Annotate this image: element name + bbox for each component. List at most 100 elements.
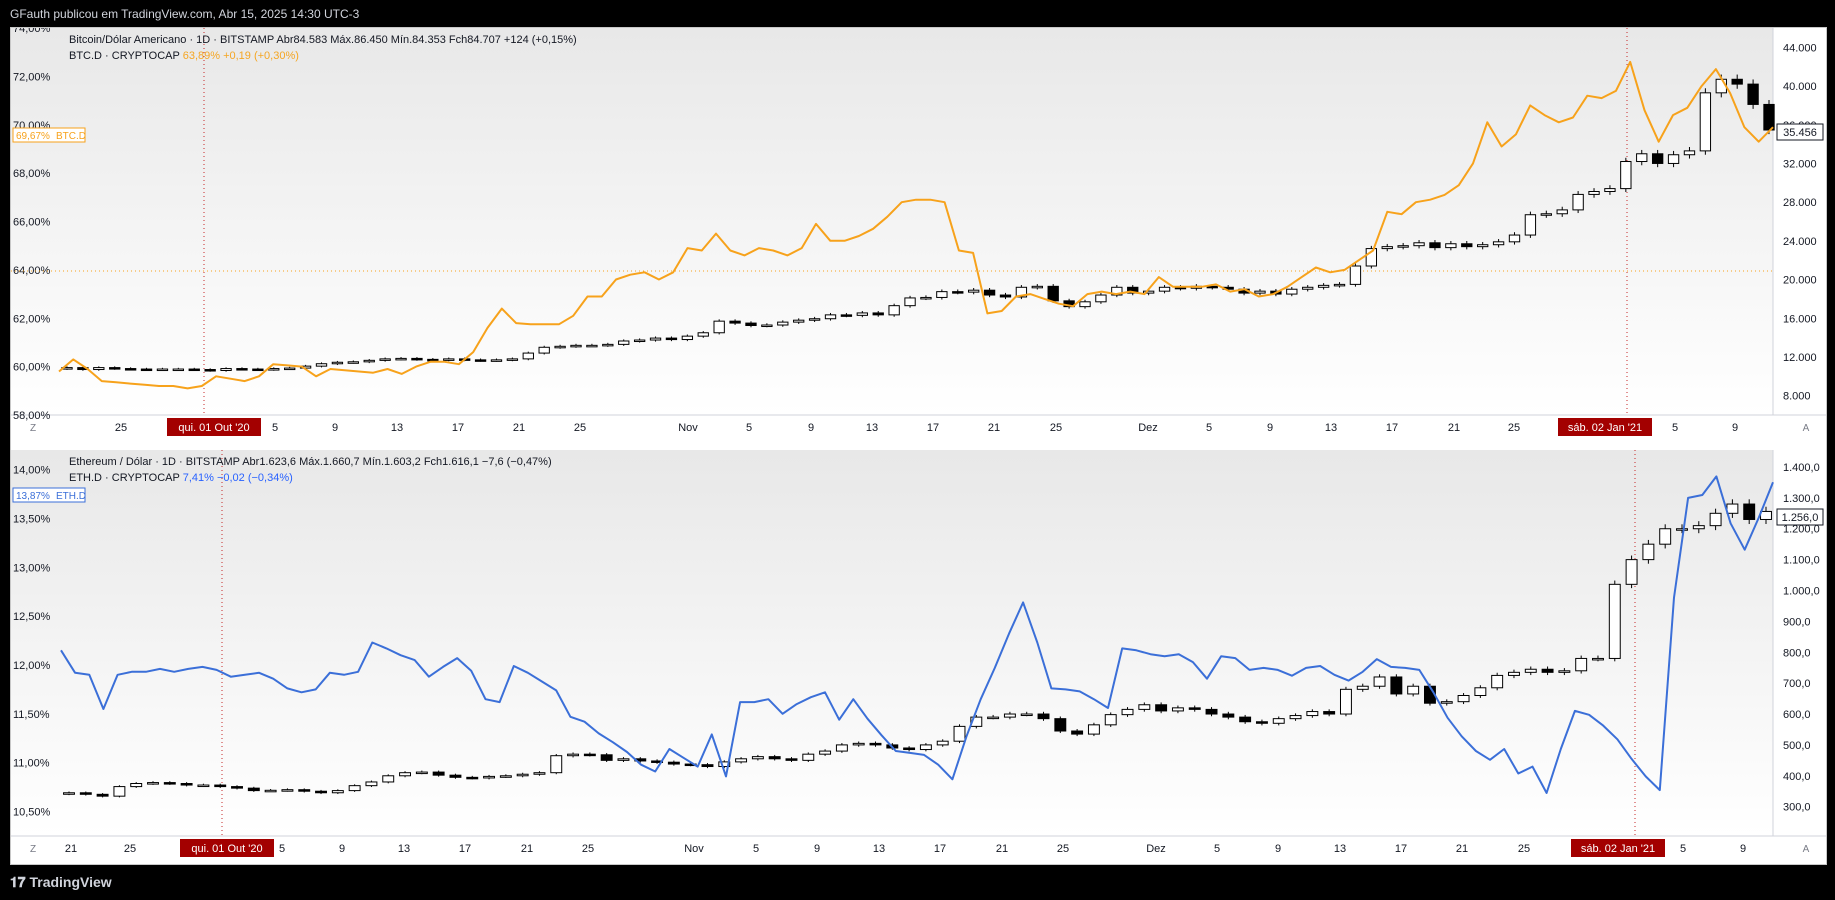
candle-body bbox=[96, 793, 109, 797]
candle-body bbox=[872, 312, 884, 316]
time-axis-tick-label: 25 bbox=[574, 422, 586, 434]
time-axis-tick-label: 21 bbox=[988, 422, 1000, 434]
candle-body bbox=[761, 324, 773, 328]
candle-body bbox=[499, 775, 512, 778]
time-axis-tick-label: Dez bbox=[1146, 843, 1166, 855]
candle-body bbox=[1333, 283, 1346, 287]
eth-pane[interactable]: 14,00% 13,50% 13,00% 12,50% 12,00% 11,50% 11,0… bbox=[11, 450, 1826, 864]
candle-body bbox=[1743, 503, 1756, 520]
candle-body bbox=[411, 357, 423, 361]
candle-body bbox=[522, 352, 534, 360]
crosshair-date-label: sáb. 02 Jan '21 bbox=[1581, 843, 1655, 855]
left-value-marker-text: 69,67% bbox=[16, 131, 50, 142]
crosshair-date-label: qui. 01 Out '20 bbox=[191, 843, 262, 855]
candle-body bbox=[1390, 676, 1403, 695]
candle-body bbox=[1575, 657, 1588, 672]
candle-body bbox=[1524, 668, 1537, 673]
time-axis-tick-label: 25 bbox=[1057, 843, 1069, 855]
right-axis-tick-label: 16.000 bbox=[1783, 313, 1817, 325]
candle-body bbox=[953, 725, 966, 742]
candle-body bbox=[745, 322, 757, 327]
time-axis-tick-label: 13 bbox=[1325, 422, 1337, 434]
right-axis-tick-label: 1.400,0 bbox=[1783, 462, 1820, 474]
time-axis-tick-label: 13 bbox=[398, 843, 410, 855]
candle-body bbox=[1474, 687, 1487, 696]
candle-body bbox=[1111, 286, 1123, 296]
candle-body bbox=[1071, 730, 1084, 735]
candle-body bbox=[449, 774, 462, 778]
candle-body bbox=[1556, 209, 1568, 215]
candle-body bbox=[824, 314, 837, 320]
time-axis-tick-label: 25 bbox=[1050, 422, 1062, 434]
candle-body bbox=[617, 758, 630, 761]
right-axis-tick-label: 700,0 bbox=[1783, 678, 1811, 690]
candle-body bbox=[483, 775, 496, 779]
right-axis-tick-label: 800,0 bbox=[1783, 647, 1811, 659]
crosshair-date-badge bbox=[180, 839, 274, 857]
candle-body bbox=[1731, 78, 1743, 85]
time-axis-tick-label: 25 bbox=[1508, 422, 1520, 434]
candle-body bbox=[1031, 285, 1043, 289]
candle-body bbox=[1171, 707, 1184, 712]
time-axis-tick-label: 21 bbox=[996, 843, 1008, 855]
candle-body bbox=[1317, 284, 1330, 288]
crosshair-date-label: sáb. 02 Jan '21 bbox=[1568, 422, 1642, 434]
candle-body bbox=[1760, 510, 1772, 520]
candle-body bbox=[315, 363, 328, 367]
time-axis-tick-label: 17 bbox=[927, 422, 939, 434]
btc-pane[interactable]: 74,00% 72,00% 70,00% 68,00% 66,00% 64,00% 62,0… bbox=[11, 28, 1826, 443]
right-axis-tick-label: 28.000 bbox=[1783, 197, 1817, 209]
btc-chart-svg[interactable]: 74,00%72,00%70,00%68,00%66,00%64,00%62,0… bbox=[11, 28, 1826, 443]
eth-legend-main: Ethereum / Dólar · 1D · BITSTAMP Abr1.62… bbox=[69, 456, 552, 468]
candle-body bbox=[600, 754, 613, 761]
candle-body bbox=[1054, 718, 1067, 732]
time-axis-tick-label: 13 bbox=[391, 422, 403, 434]
candle-body bbox=[751, 756, 764, 760]
candle-body bbox=[1222, 713, 1235, 718]
candle-body bbox=[298, 789, 311, 792]
left-axis-tick-label: 66,00% bbox=[13, 217, 51, 229]
last-price-label-text: 35.456 bbox=[1783, 127, 1817, 139]
candle-body bbox=[1651, 153, 1664, 164]
tradingview-logo[interactable]: 𝟏𝟕 TradingView bbox=[10, 874, 112, 891]
candle-body bbox=[197, 784, 210, 788]
candle-body bbox=[172, 368, 185, 372]
candle-body bbox=[1003, 713, 1016, 718]
time-axis-tick-label: 17 bbox=[1386, 422, 1398, 434]
right-axis-tick-label: 12.000 bbox=[1783, 352, 1817, 364]
candle-body bbox=[379, 358, 391, 361]
time-axis-area bbox=[11, 415, 1826, 443]
candle-body bbox=[1492, 241, 1505, 246]
left-axis-tick-label: 11,00% bbox=[13, 758, 50, 770]
candle-body bbox=[214, 784, 227, 788]
candle-body bbox=[506, 358, 519, 361]
eth-d-legend-name: ETH.D · CRYPTOCAP bbox=[69, 472, 180, 484]
candle-body bbox=[667, 761, 680, 765]
candle-body bbox=[888, 305, 900, 316]
candle-body bbox=[856, 312, 868, 316]
candle-body bbox=[268, 368, 280, 371]
candle-body bbox=[1095, 294, 1107, 303]
candle-body bbox=[570, 344, 582, 348]
candle-body bbox=[79, 792, 92, 795]
time-axis-tick-label: Nov bbox=[684, 843, 704, 855]
candle-body bbox=[1373, 676, 1386, 687]
plot-background bbox=[11, 28, 1773, 415]
candle-body bbox=[1272, 718, 1285, 724]
candle-body bbox=[983, 289, 996, 296]
time-axis-tick-label: 21 bbox=[65, 843, 77, 855]
candle-body bbox=[735, 758, 748, 763]
candle-body bbox=[1349, 265, 1362, 285]
candle-body bbox=[1339, 688, 1352, 715]
candle-body bbox=[701, 764, 714, 768]
left-value-marker-box bbox=[12, 127, 86, 143]
time-axis-tick-label: 9 bbox=[1275, 843, 1281, 855]
candle-body bbox=[1397, 245, 1409, 248]
candle-body bbox=[550, 755, 563, 774]
candle-body bbox=[777, 321, 789, 326]
time-axis-tick-label: 9 bbox=[339, 843, 345, 855]
candle-body bbox=[113, 786, 126, 797]
eth-chart-svg[interactable]: 14,00% 13,50% 13,00% 12,50% 12,00% 11,50% 11,0… bbox=[11, 450, 1826, 864]
candle-body bbox=[554, 345, 566, 349]
candle-body bbox=[802, 753, 815, 761]
